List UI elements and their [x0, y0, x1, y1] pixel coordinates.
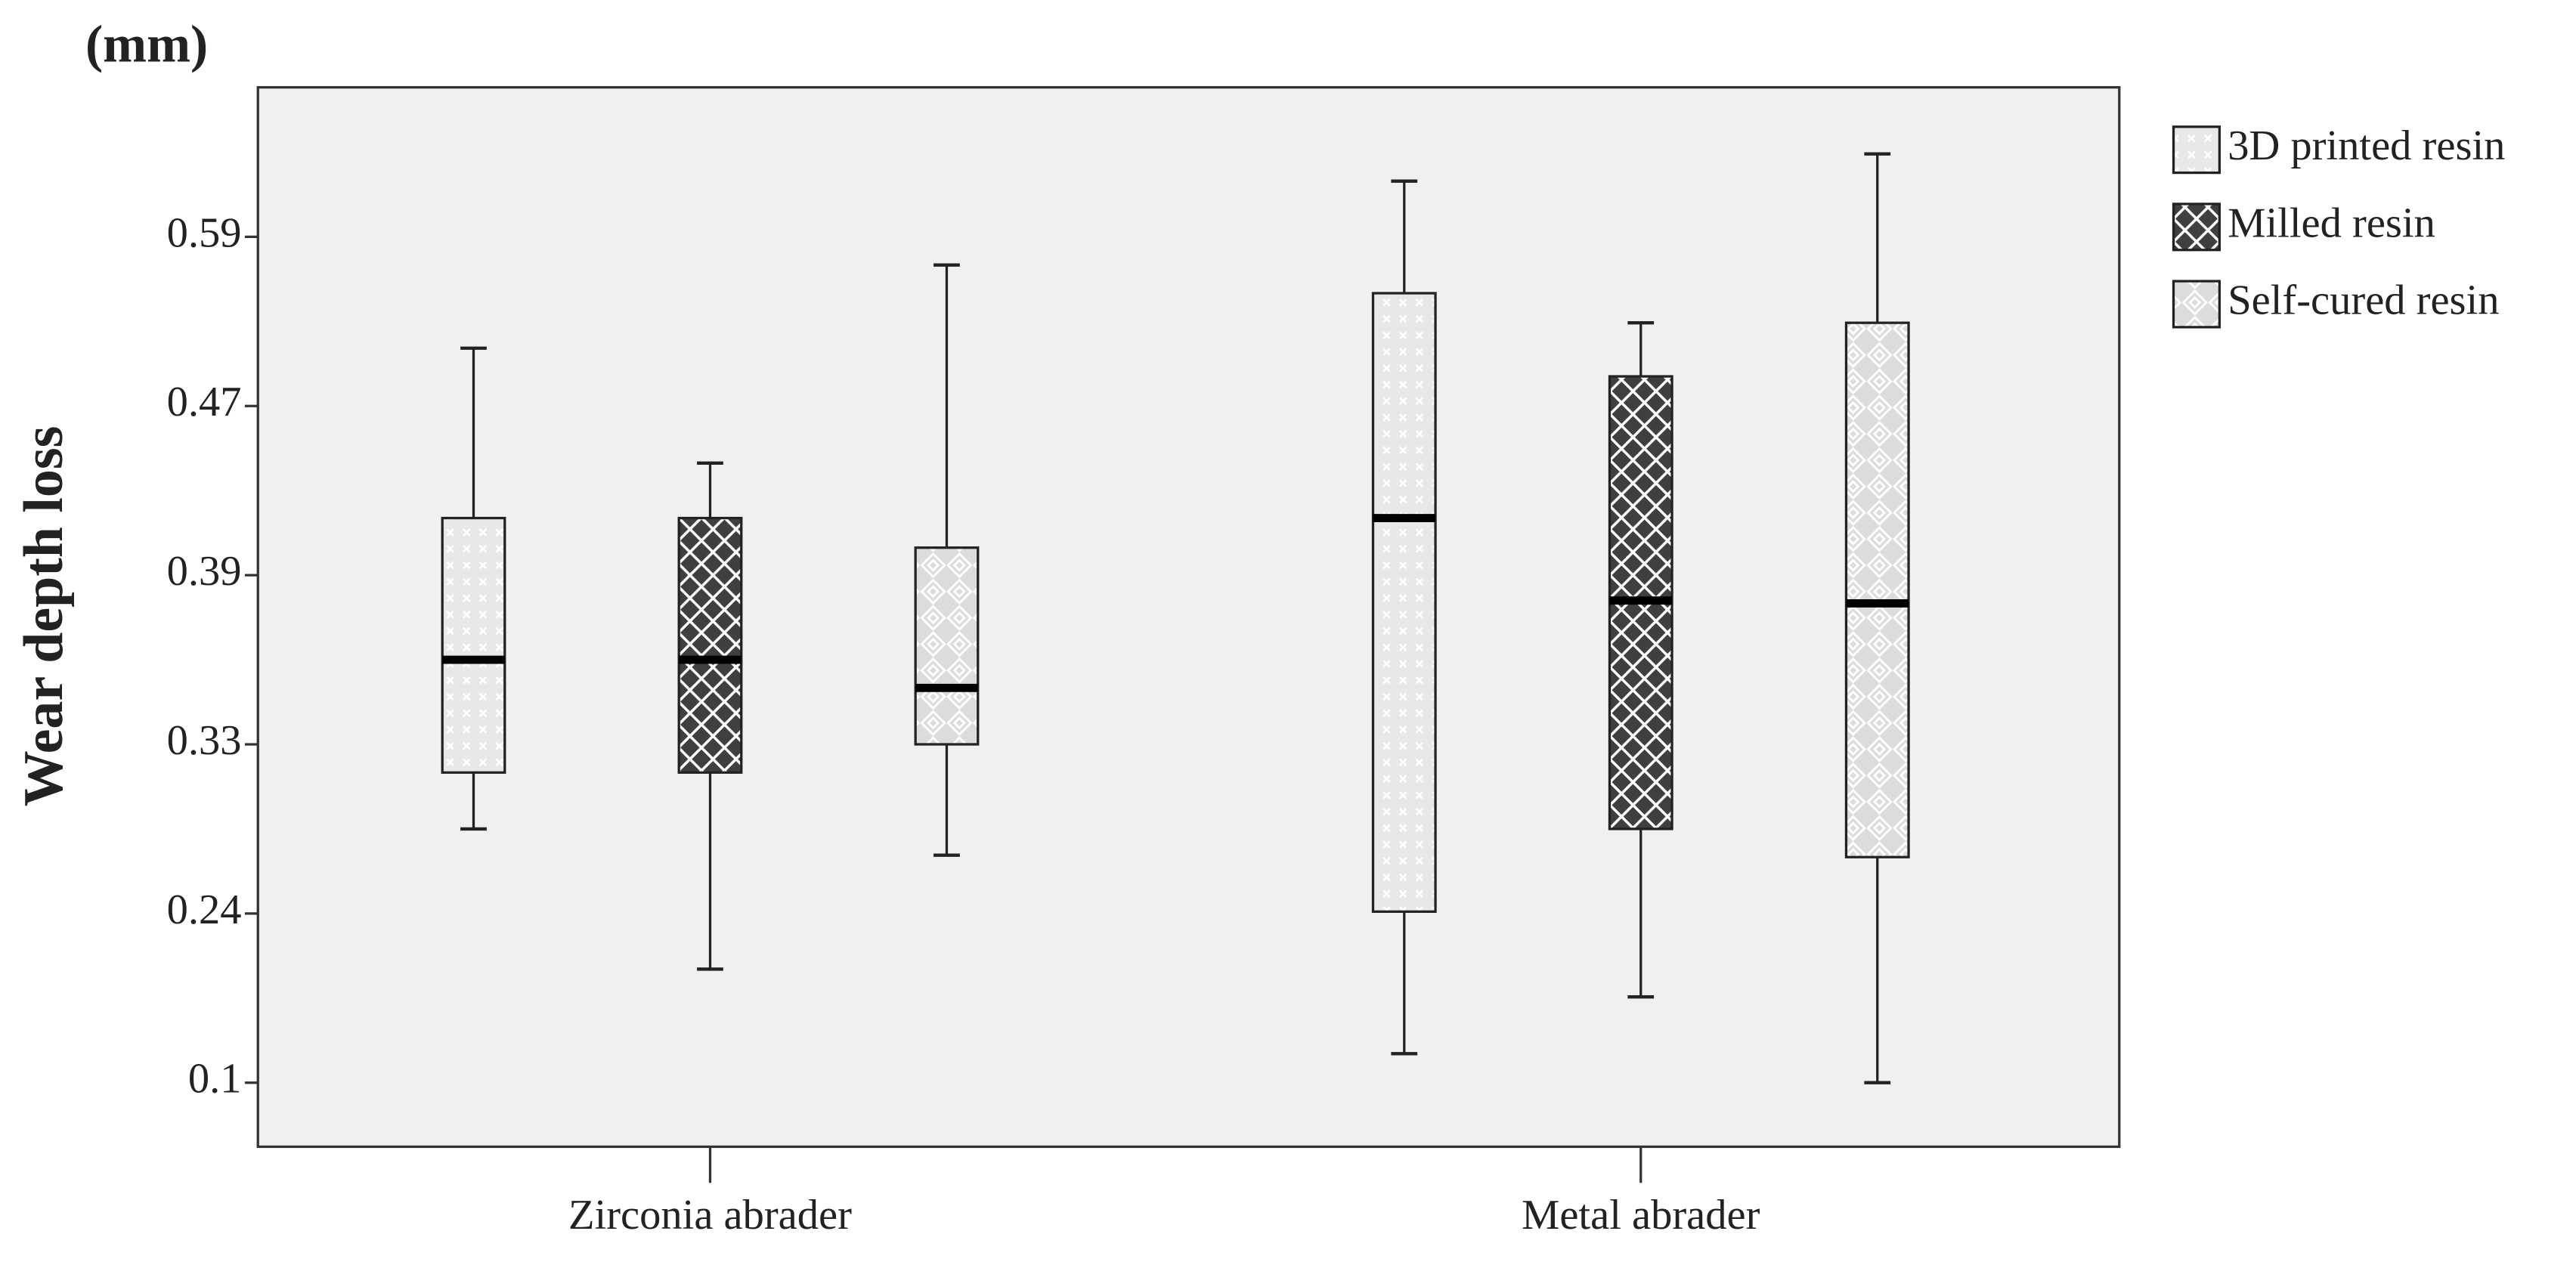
box	[1371, 292, 1437, 913]
box	[914, 546, 980, 746]
legend-swatch	[2172, 203, 2221, 252]
box	[441, 516, 506, 774]
legend-swatch	[2172, 125, 2221, 175]
legend-label: Milled resin	[2228, 200, 2435, 246]
x-tick-label: Zirconia abrader	[568, 1192, 852, 1239]
plot-area	[256, 85, 2121, 1149]
y-axis-label: Wear depth loss	[12, 426, 74, 807]
legend-label: Self-cured resin	[2228, 277, 2499, 323]
y-tick-label: 0.39	[167, 548, 242, 595]
legend-label: 3D printed resin	[2228, 122, 2505, 169]
unit-label: (mm)	[85, 16, 208, 74]
box	[677, 516, 743, 774]
y-tick-label: 0.1	[188, 1056, 242, 1103]
legend-swatch	[2172, 280, 2221, 329]
y-tick-label: 0.33	[167, 717, 242, 764]
y-tick-label: 0.59	[167, 209, 242, 256]
x-tick-label: Metal abrader	[1522, 1192, 1760, 1239]
box	[1844, 321, 1910, 858]
y-tick-label: 0.24	[167, 886, 242, 933]
y-tick-label: 0.47	[167, 379, 242, 425]
